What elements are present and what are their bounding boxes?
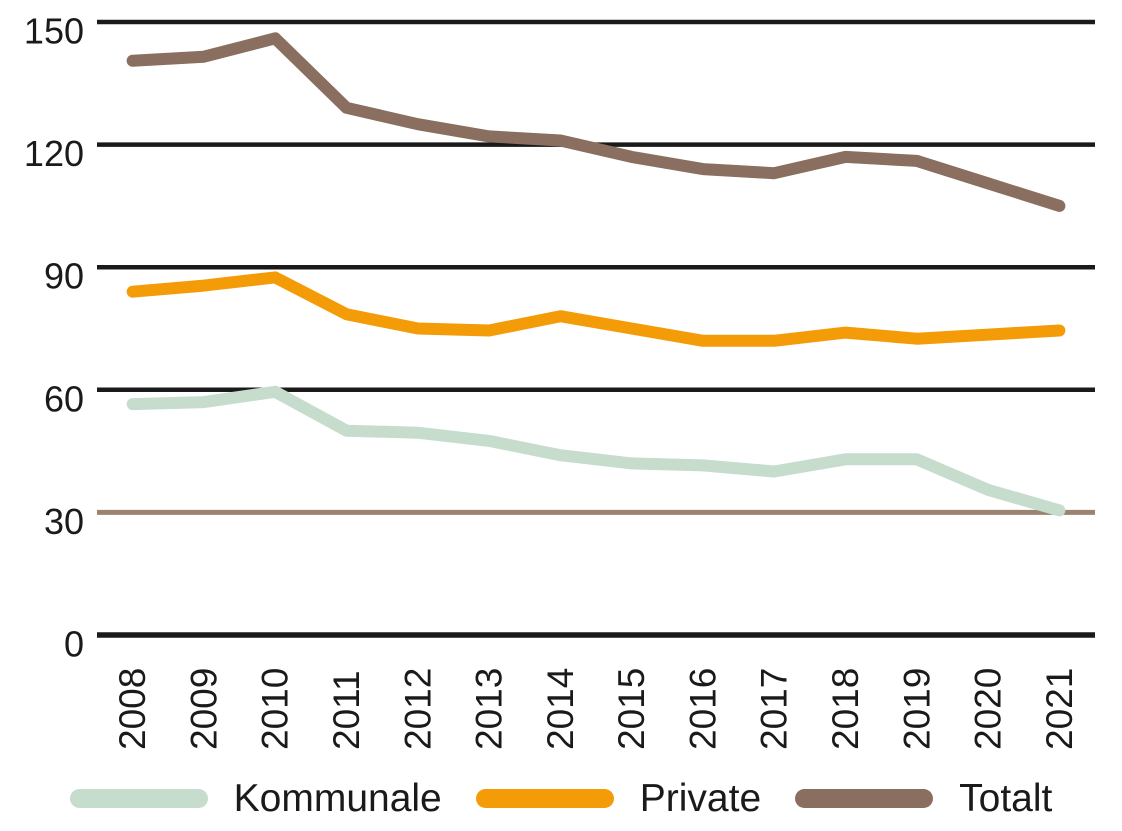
x-tick-label-2011: 2011 xyxy=(326,670,367,750)
legend-item-kommunale: Kommunale xyxy=(69,776,442,820)
legend-label-kommunale: Kommunale xyxy=(233,776,442,820)
x-tick-label-2021: 2021 xyxy=(1039,668,1080,750)
x-tick-label-2014: 2014 xyxy=(540,668,581,750)
series-line-totalt xyxy=(126,32,1066,212)
legend-item-totalt: Totalt xyxy=(795,779,1052,818)
legend-label-totalt: Totalt xyxy=(959,776,1053,820)
y-tick-label-120: 120 xyxy=(24,133,84,174)
x-tick-label-2015: 2015 xyxy=(611,668,652,750)
y-tick-label-60: 60 xyxy=(44,378,84,419)
y-tick-label-0: 0 xyxy=(64,624,84,665)
series-line-kommunale xyxy=(126,385,1066,517)
y-tick-label-30: 30 xyxy=(44,501,84,542)
x-tick-label-2016: 2016 xyxy=(682,668,723,750)
legend-swatch-private xyxy=(475,788,614,808)
legend-label-private: Private xyxy=(639,776,762,820)
x-tick-label-2019: 2019 xyxy=(896,668,937,750)
x-tick-label-2009: 2009 xyxy=(183,668,224,750)
legend-item-private: Private xyxy=(475,776,762,820)
legend-swatch-kommunale xyxy=(69,788,208,808)
x-tick-label-2008: 2008 xyxy=(112,668,153,750)
legend-swatch-totalt xyxy=(795,788,934,808)
x-tick-label-2013: 2013 xyxy=(469,668,510,750)
y-tick-label-90: 90 xyxy=(44,256,84,297)
x-tick-label-2018: 2018 xyxy=(825,668,866,750)
line-chart-plot: 0 30 60 90 120 150 2008 2009 2010 2011 2012 2013 201… xyxy=(24,11,1095,750)
x-tick-label-2010: 2010 xyxy=(255,668,296,750)
y-tick-label-150: 150 xyxy=(24,11,84,52)
x-tick-label-2017: 2017 xyxy=(754,668,795,750)
x-tick-label-2012: 2012 xyxy=(397,668,438,750)
series-line-private xyxy=(126,271,1066,347)
chart-legend: Kommunale Private Totalt xyxy=(0,768,1122,828)
x-tick-label-2020: 2020 xyxy=(968,668,1009,750)
